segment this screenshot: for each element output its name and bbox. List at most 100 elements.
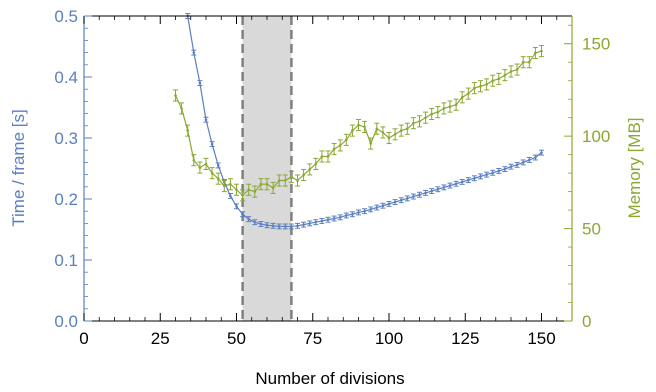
data-point bbox=[180, 107, 183, 110]
error-bar bbox=[282, 223, 288, 230]
data-point bbox=[393, 200, 397, 204]
data-point bbox=[271, 224, 275, 228]
data-point bbox=[332, 217, 336, 220]
data-point bbox=[479, 175, 482, 178]
data-point bbox=[314, 162, 318, 166]
data-point bbox=[485, 83, 488, 86]
error-bar bbox=[435, 106, 441, 119]
x-tick-label: 50 bbox=[227, 329, 246, 348]
error-bar bbox=[356, 119, 361, 132]
y-right-tick-label: 50 bbox=[582, 220, 601, 239]
error-bar bbox=[478, 80, 483, 93]
error-bar bbox=[246, 216, 252, 223]
error-bar bbox=[502, 69, 508, 82]
error-bar bbox=[349, 211, 355, 218]
error-bar bbox=[532, 46, 538, 60]
data-point bbox=[473, 176, 476, 180]
data-point bbox=[375, 206, 379, 209]
error-bar bbox=[264, 222, 270, 229]
data-point bbox=[277, 179, 281, 182]
error-bar bbox=[240, 211, 246, 218]
y-right-axis-title: Memory [MB] bbox=[625, 117, 644, 218]
y-left-tick-label: 0.1 bbox=[54, 251, 78, 270]
data-point bbox=[448, 105, 452, 108]
data-point bbox=[406, 127, 409, 131]
error-bar bbox=[356, 209, 361, 216]
data-point bbox=[515, 163, 519, 167]
data-point bbox=[265, 223, 269, 227]
error-bar bbox=[398, 197, 404, 204]
error-bar bbox=[203, 157, 209, 170]
error-bar bbox=[288, 223, 294, 230]
data-point bbox=[534, 51, 537, 55]
data-point bbox=[521, 60, 525, 64]
data-point bbox=[320, 155, 324, 158]
data-point bbox=[259, 182, 263, 186]
error-bar bbox=[423, 189, 429, 196]
error-bar bbox=[337, 139, 343, 152]
error-bar bbox=[392, 128, 398, 141]
error-bar bbox=[404, 122, 410, 135]
data-point bbox=[454, 182, 458, 186]
data-point bbox=[509, 165, 513, 168]
y-left-tick-label: 0.4 bbox=[54, 68, 78, 87]
data-point bbox=[387, 136, 391, 140]
error-bar bbox=[465, 87, 471, 100]
error-bar bbox=[209, 167, 215, 180]
error-bar bbox=[270, 181, 276, 194]
data-point bbox=[198, 166, 202, 169]
error-bar bbox=[221, 180, 227, 193]
data-point bbox=[442, 107, 446, 110]
error-bar bbox=[343, 212, 349, 219]
data-point bbox=[216, 177, 220, 180]
highlight-band-group bbox=[241, 16, 293, 321]
error-bar bbox=[410, 193, 416, 200]
data-point bbox=[540, 49, 543, 53]
error-bar bbox=[508, 65, 514, 78]
data-point bbox=[253, 220, 257, 224]
data-point bbox=[497, 169, 501, 173]
error-bar bbox=[410, 117, 416, 130]
data-point bbox=[460, 180, 464, 184]
data-point bbox=[479, 84, 482, 88]
data-point bbox=[271, 186, 275, 190]
error-bar bbox=[520, 159, 526, 166]
data-point bbox=[290, 175, 293, 179]
series-time bbox=[185, 13, 544, 230]
data-point bbox=[345, 138, 348, 142]
error-bar bbox=[191, 49, 197, 56]
error-bar bbox=[215, 162, 221, 169]
data-point bbox=[204, 162, 208, 166]
data-point bbox=[235, 205, 238, 208]
data-point bbox=[515, 68, 519, 71]
error-bar bbox=[307, 220, 313, 227]
data-point bbox=[436, 110, 440, 114]
error-bar bbox=[453, 180, 459, 187]
error-bar bbox=[374, 204, 380, 211]
error-bar bbox=[496, 168, 502, 174]
error-bar bbox=[295, 222, 300, 229]
data-point bbox=[186, 129, 189, 132]
data-point bbox=[467, 178, 470, 182]
data-point bbox=[296, 179, 299, 182]
error-bar bbox=[313, 219, 319, 226]
error-bar bbox=[276, 223, 282, 230]
data-point bbox=[430, 189, 434, 193]
error-bar bbox=[374, 122, 380, 135]
error-bar bbox=[429, 188, 435, 195]
data-point bbox=[229, 182, 232, 186]
error-bar bbox=[453, 98, 459, 111]
error-bar bbox=[252, 219, 258, 226]
data-point bbox=[381, 204, 385, 208]
data-point bbox=[326, 218, 330, 222]
data-point bbox=[424, 116, 427, 119]
data-point bbox=[357, 123, 360, 127]
y-right-tick-label: 150 bbox=[582, 35, 610, 54]
error-bar bbox=[264, 178, 270, 191]
error-bar bbox=[179, 102, 185, 115]
data-point bbox=[241, 212, 244, 216]
data-point bbox=[210, 171, 214, 175]
x-tick-label: 75 bbox=[303, 329, 322, 348]
error-bar bbox=[197, 80, 203, 87]
